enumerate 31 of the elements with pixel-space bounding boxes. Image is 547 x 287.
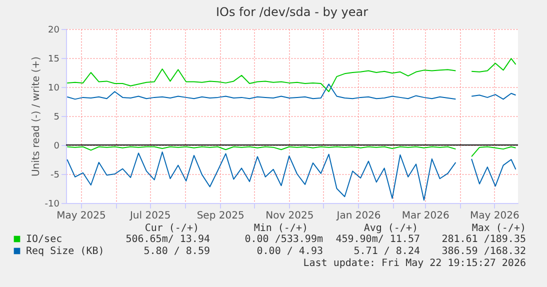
x-tick-label: May 2025 — [56, 210, 106, 222]
y-tick-label: 0 — [54, 142, 60, 152]
x-tick-label: Jan 2026 — [336, 210, 381, 222]
text: Last update: Fri May 22 19:15:27 2026 — [303, 258, 526, 269]
x-tick-label: Sep 2025 — [196, 210, 244, 222]
text: 459.90m/ 11.57 — [336, 234, 420, 245]
text: 281.61 /189.35 — [442, 234, 526, 245]
text: 5.80 / 8.59 — [144, 246, 210, 257]
text: 386.59 /168.32 — [442, 246, 526, 257]
text: Min (-/+) — [254, 223, 308, 234]
x-tick-label: Nov 2025 — [266, 210, 314, 222]
y-tick-label: 20 — [48, 26, 60, 36]
text: Max (-/+) — [472, 223, 526, 234]
x-tick-label: May 2026 — [470, 210, 520, 222]
legend-label: IO/sec — [26, 234, 62, 245]
legend-label: Req Size (KB) — [26, 246, 104, 257]
y-tick-label: -10 — [44, 200, 60, 210]
text: 0.00 /533.99m — [244, 234, 323, 245]
y-tick-label: 10 — [48, 84, 60, 94]
y-tick-label: -5 — [50, 170, 60, 180]
text: 0.00 / 4.93 — [256, 246, 323, 257]
chart-title: IOs for /dev/sda - by year — [216, 5, 368, 19]
text: 506.65m/ 13.94 — [126, 234, 210, 245]
text: 5.71 / 8.24 — [354, 246, 420, 257]
x-tick-label: Jul 2025 — [128, 210, 171, 222]
y-axis-title: Units read (-) / write (+) — [30, 56, 42, 177]
text: Avg (-/+) — [364, 223, 418, 234]
x-tick-label: Mar 2026 — [402, 210, 450, 222]
y-tick-label: 15 — [48, 54, 60, 64]
y-tick-label: 5 — [54, 112, 60, 122]
text: Cur (-/+) — [144, 223, 199, 234]
